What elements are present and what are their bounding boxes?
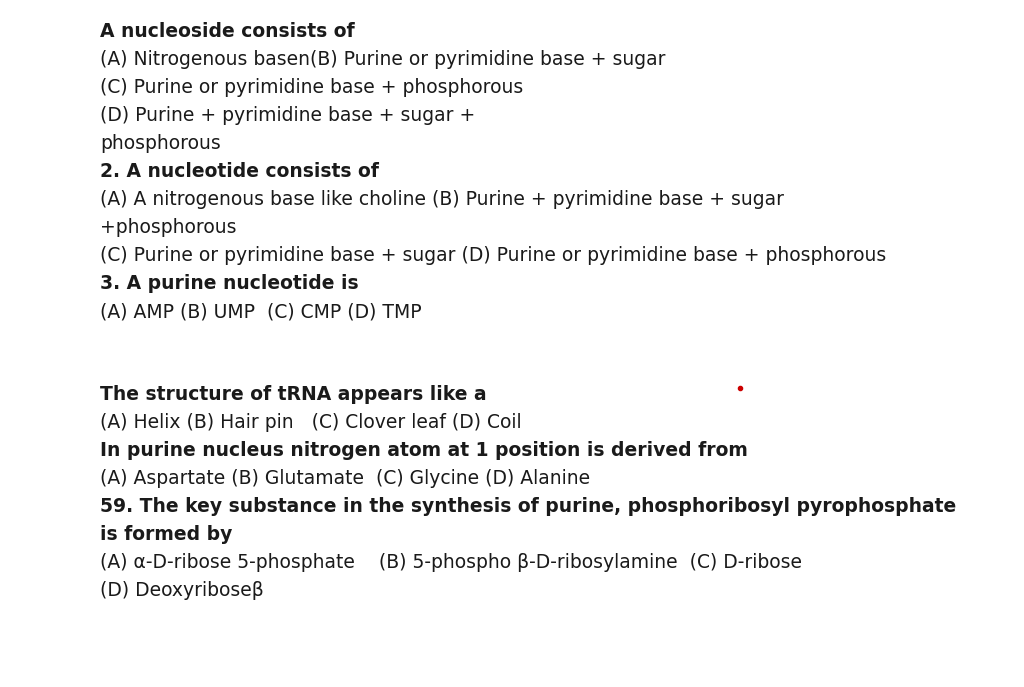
Text: 59. The key substance in the synthesis of purine, phosphoribosyl pyrophosphate: 59. The key substance in the synthesis o… — [100, 497, 956, 516]
Text: (C) Purine or pyrimidine base + phosphorous: (C) Purine or pyrimidine base + phosphor… — [100, 78, 523, 97]
Text: 3. A purine nucleotide is: 3. A purine nucleotide is — [100, 274, 358, 293]
Text: 2. A nucleotide consists of: 2. A nucleotide consists of — [100, 162, 379, 181]
Text: In purine nucleus nitrogen atom at 1 position is derived from: In purine nucleus nitrogen atom at 1 pos… — [100, 441, 748, 460]
Text: (A) A nitrogenous base like choline (B) Purine + pyrimidine base + sugar: (A) A nitrogenous base like choline (B) … — [100, 190, 784, 209]
Text: (C) Purine or pyrimidine base + sugar (D) Purine or pyrimidine base + phosphorou: (C) Purine or pyrimidine base + sugar (D… — [100, 246, 886, 265]
Text: (A) Aspartate (B) Glutamate  (C) Glycine (D) Alanine: (A) Aspartate (B) Glutamate (C) Glycine … — [100, 469, 590, 488]
Text: (D) Purine + pyrimidine base + sugar +: (D) Purine + pyrimidine base + sugar + — [100, 106, 475, 125]
Text: phosphorous: phosphorous — [100, 134, 221, 153]
Text: (A) Helix (B) Hair pin   (C) Clover leaf (D) Coil: (A) Helix (B) Hair pin (C) Clover leaf (… — [100, 413, 521, 432]
Text: The structure of tRNA appears like a: The structure of tRNA appears like a — [100, 385, 486, 404]
Text: (D) Deoxyriboseβ: (D) Deoxyriboseβ — [100, 581, 264, 600]
Text: (A) AMP (B) UMP  (C) CMP (D) TMP: (A) AMP (B) UMP (C) CMP (D) TMP — [100, 302, 422, 321]
Text: is formed by: is formed by — [100, 525, 232, 544]
Text: (A) Nitrogenous basen(B) Purine or pyrimidine base + sugar: (A) Nitrogenous basen(B) Purine or pyrim… — [100, 50, 666, 69]
Text: A nucleoside consists of: A nucleoside consists of — [100, 22, 354, 41]
Text: (A) α-D-ribose 5-phosphate    (B) 5-phospho β-D-ribosylamine  (C) D-ribose: (A) α-D-ribose 5-phosphate (B) 5-phospho… — [100, 553, 802, 572]
Text: +phosphorous: +phosphorous — [100, 218, 237, 237]
